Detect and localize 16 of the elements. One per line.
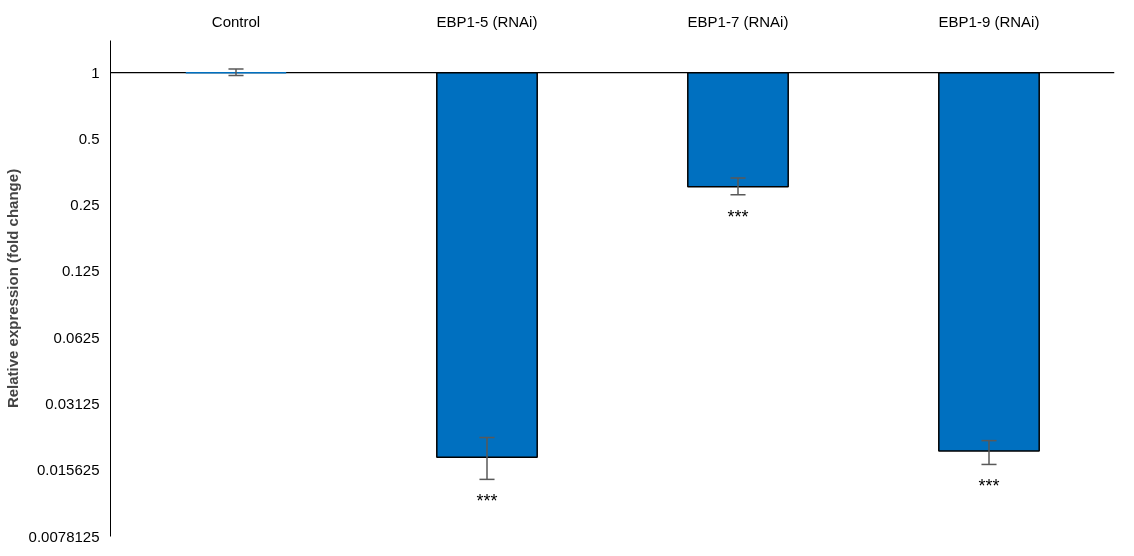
y-tick-label: 1: [91, 63, 100, 81]
y-tick-label: 0.125: [61, 262, 100, 280]
y-axis-title: Relative expression (fold change): [3, 168, 21, 409]
y-tick-label: 0.015625: [36, 461, 100, 479]
x-tick-label: EBP1-7 (RNAi): [687, 12, 789, 30]
annotation: ***: [476, 491, 498, 512]
y-tick-label: 0.0078125: [28, 527, 100, 545]
x-tick-label: Control: [211, 12, 261, 30]
y-tick-label: 0.0625: [53, 328, 100, 346]
y-tick-label: 0.25: [70, 196, 100, 214]
annotation: ***: [978, 476, 1000, 497]
x-tick-label: EBP1-5 (RNAi): [436, 12, 538, 30]
x-tick-label: EBP1-9 (RNAi): [938, 12, 1040, 30]
y-tick-label: 0.03125: [45, 394, 100, 412]
y-tick-label: 0.5: [78, 129, 100, 147]
annotation: ***: [727, 206, 749, 227]
